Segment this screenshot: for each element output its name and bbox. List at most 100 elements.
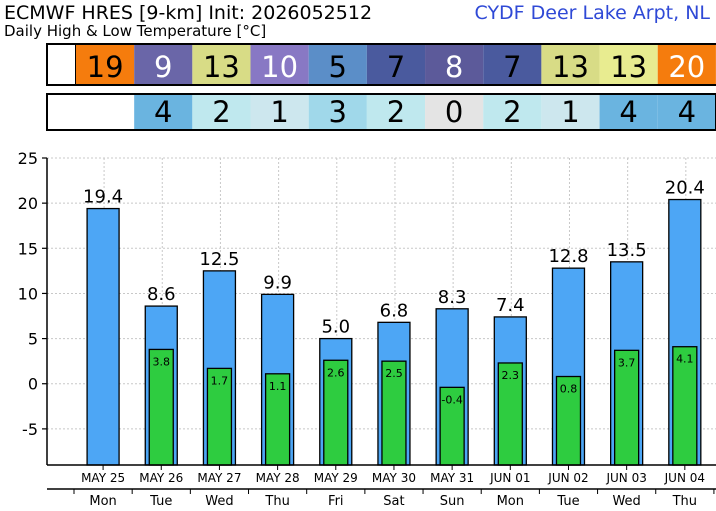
low-cell-value: 2 bbox=[503, 95, 521, 129]
high-bar-label: 6.8 bbox=[380, 300, 409, 321]
high-cell-value: 13 bbox=[203, 50, 240, 84]
high-cell-value: 10 bbox=[261, 50, 298, 84]
x-tick-label: MAY 31 bbox=[430, 471, 474, 485]
low-bar-label: 2.5 bbox=[385, 367, 403, 380]
high-cell-value: 20 bbox=[668, 50, 705, 84]
low-bar bbox=[148, 348, 174, 466]
high-cell-value: 7 bbox=[387, 50, 405, 84]
high-bar-label: 8.6 bbox=[147, 284, 176, 305]
high-cell bbox=[599, 44, 658, 85]
high-cell-value: 7 bbox=[503, 50, 521, 84]
high-bar-label: 5.0 bbox=[321, 317, 350, 338]
high-temperature-row: 19 9 13 10 5 7 8 7 13 13 20 bbox=[46, 43, 716, 86]
high-bar-label: 7.4 bbox=[496, 295, 525, 316]
high-row-blank bbox=[46, 43, 77, 86]
low-bar bbox=[672, 346, 698, 466]
low-cell-value: 2 bbox=[212, 95, 230, 129]
high-bar bbox=[86, 207, 120, 466]
low-bar bbox=[323, 359, 349, 466]
high-cell bbox=[541, 44, 600, 85]
high-cell bbox=[192, 44, 251, 85]
x-day-label: Mon bbox=[89, 494, 116, 509]
high-cell bbox=[76, 44, 135, 85]
low-bar-label: 1.1 bbox=[269, 380, 287, 393]
high-cell bbox=[483, 44, 542, 85]
low-bar bbox=[206, 367, 233, 466]
high-row-border bbox=[46, 43, 716, 86]
low-row-blank bbox=[47, 94, 135, 130]
high-cell bbox=[425, 44, 484, 85]
y-tick-label: -5 bbox=[22, 420, 38, 439]
low-cell-value: 2 bbox=[387, 95, 405, 129]
low-cell-value: 4 bbox=[154, 95, 172, 129]
x-day-label: Thu bbox=[264, 494, 289, 509]
y-tick-label: 0 bbox=[28, 375, 38, 394]
x-tick-label: MAY 27 bbox=[197, 471, 241, 485]
high-cell bbox=[657, 44, 716, 85]
high-cell-value: 13 bbox=[610, 50, 647, 84]
x-day-label: Tue bbox=[149, 494, 172, 509]
x-tick-label: MAY 26 bbox=[139, 471, 183, 485]
low-cell-value: 3 bbox=[329, 95, 347, 129]
chart-title: ECMWF HRES [9-km] Init: 2026052512 bbox=[4, 2, 373, 24]
low-cell bbox=[425, 94, 484, 130]
low-bar-label: 1.7 bbox=[211, 374, 229, 387]
low-cell-value: 0 bbox=[445, 95, 463, 129]
high-bar-label: 12.8 bbox=[548, 246, 588, 267]
x-day-label: Sun bbox=[440, 494, 465, 509]
low-bar-label: -0.4 bbox=[441, 393, 462, 406]
low-bar-label: 2.3 bbox=[502, 369, 520, 382]
x-day-label: Thu bbox=[672, 494, 697, 509]
high-bar-label: 8.3 bbox=[438, 287, 467, 308]
high-cell-value: 8 bbox=[445, 50, 463, 84]
x-day-label: Sat bbox=[383, 494, 404, 509]
high-bar-label: 9.9 bbox=[263, 272, 292, 293]
low-cell-value: 4 bbox=[619, 95, 637, 129]
x-tick-label: MAY 28 bbox=[256, 471, 300, 485]
x-day-label: Tue bbox=[556, 494, 579, 509]
x-day-label: Fri bbox=[328, 494, 344, 509]
low-bar-label: 0.8 bbox=[560, 383, 578, 396]
low-cell bbox=[308, 94, 367, 130]
low-bar bbox=[264, 373, 291, 466]
x-tick-label: MAY 30 bbox=[372, 471, 416, 485]
low-row-border bbox=[46, 93, 716, 131]
high-cell-value: 13 bbox=[552, 50, 589, 84]
y-tick-label: 25 bbox=[18, 149, 38, 168]
low-cell bbox=[134, 94, 193, 130]
low-cell-value: 1 bbox=[561, 95, 579, 129]
low-bar-label: 4.1 bbox=[676, 353, 694, 366]
high-cell bbox=[366, 44, 426, 85]
low-cell bbox=[599, 94, 658, 130]
low-bar bbox=[614, 349, 640, 466]
high-cell bbox=[134, 44, 193, 85]
low-cell bbox=[192, 94, 251, 130]
low-cell bbox=[483, 94, 542, 130]
low-cell bbox=[250, 94, 309, 130]
chart-subtitle: Daily High & Low Temperature [°C] bbox=[4, 22, 267, 40]
low-bar bbox=[439, 386, 465, 466]
low-cell-value: 1 bbox=[270, 95, 288, 129]
y-tick-label: 5 bbox=[28, 330, 38, 349]
low-cell-value: 4 bbox=[678, 95, 696, 129]
x-day-label: Wed bbox=[612, 494, 640, 509]
low-cell bbox=[657, 94, 716, 130]
high-bar-label: 13.5 bbox=[607, 240, 647, 261]
high-cell-value: 5 bbox=[329, 50, 347, 84]
x-tick-label: MAY 29 bbox=[314, 471, 358, 485]
x-tick-label: JUN 04 bbox=[664, 471, 705, 485]
low-bar-label: 3.8 bbox=[153, 355, 171, 368]
station-name: CYDF Deer Lake Arpt, NL bbox=[474, 2, 710, 24]
high-bar-label: 19.4 bbox=[83, 187, 123, 208]
y-tick-label: 10 bbox=[18, 284, 38, 303]
y-tick-label: 15 bbox=[18, 239, 38, 258]
low-bar-label: 2.6 bbox=[327, 366, 345, 379]
low-temperature-row: 4 2 1 3 2 0 2 1 4 4 bbox=[46, 93, 716, 131]
high-cell bbox=[308, 44, 367, 85]
x-tick-label: MAY 25 bbox=[81, 471, 125, 485]
bars: 19.4 8.6 3.8 12.5 1.7 9.9 1.1 5.0 2.6 6.8 2.5 8.3 -0… bbox=[83, 178, 705, 466]
high-cell-value: 9 bbox=[154, 50, 172, 84]
x-tick-label: JUN 01 bbox=[489, 471, 530, 485]
high-bar-label: 12.5 bbox=[199, 249, 239, 270]
